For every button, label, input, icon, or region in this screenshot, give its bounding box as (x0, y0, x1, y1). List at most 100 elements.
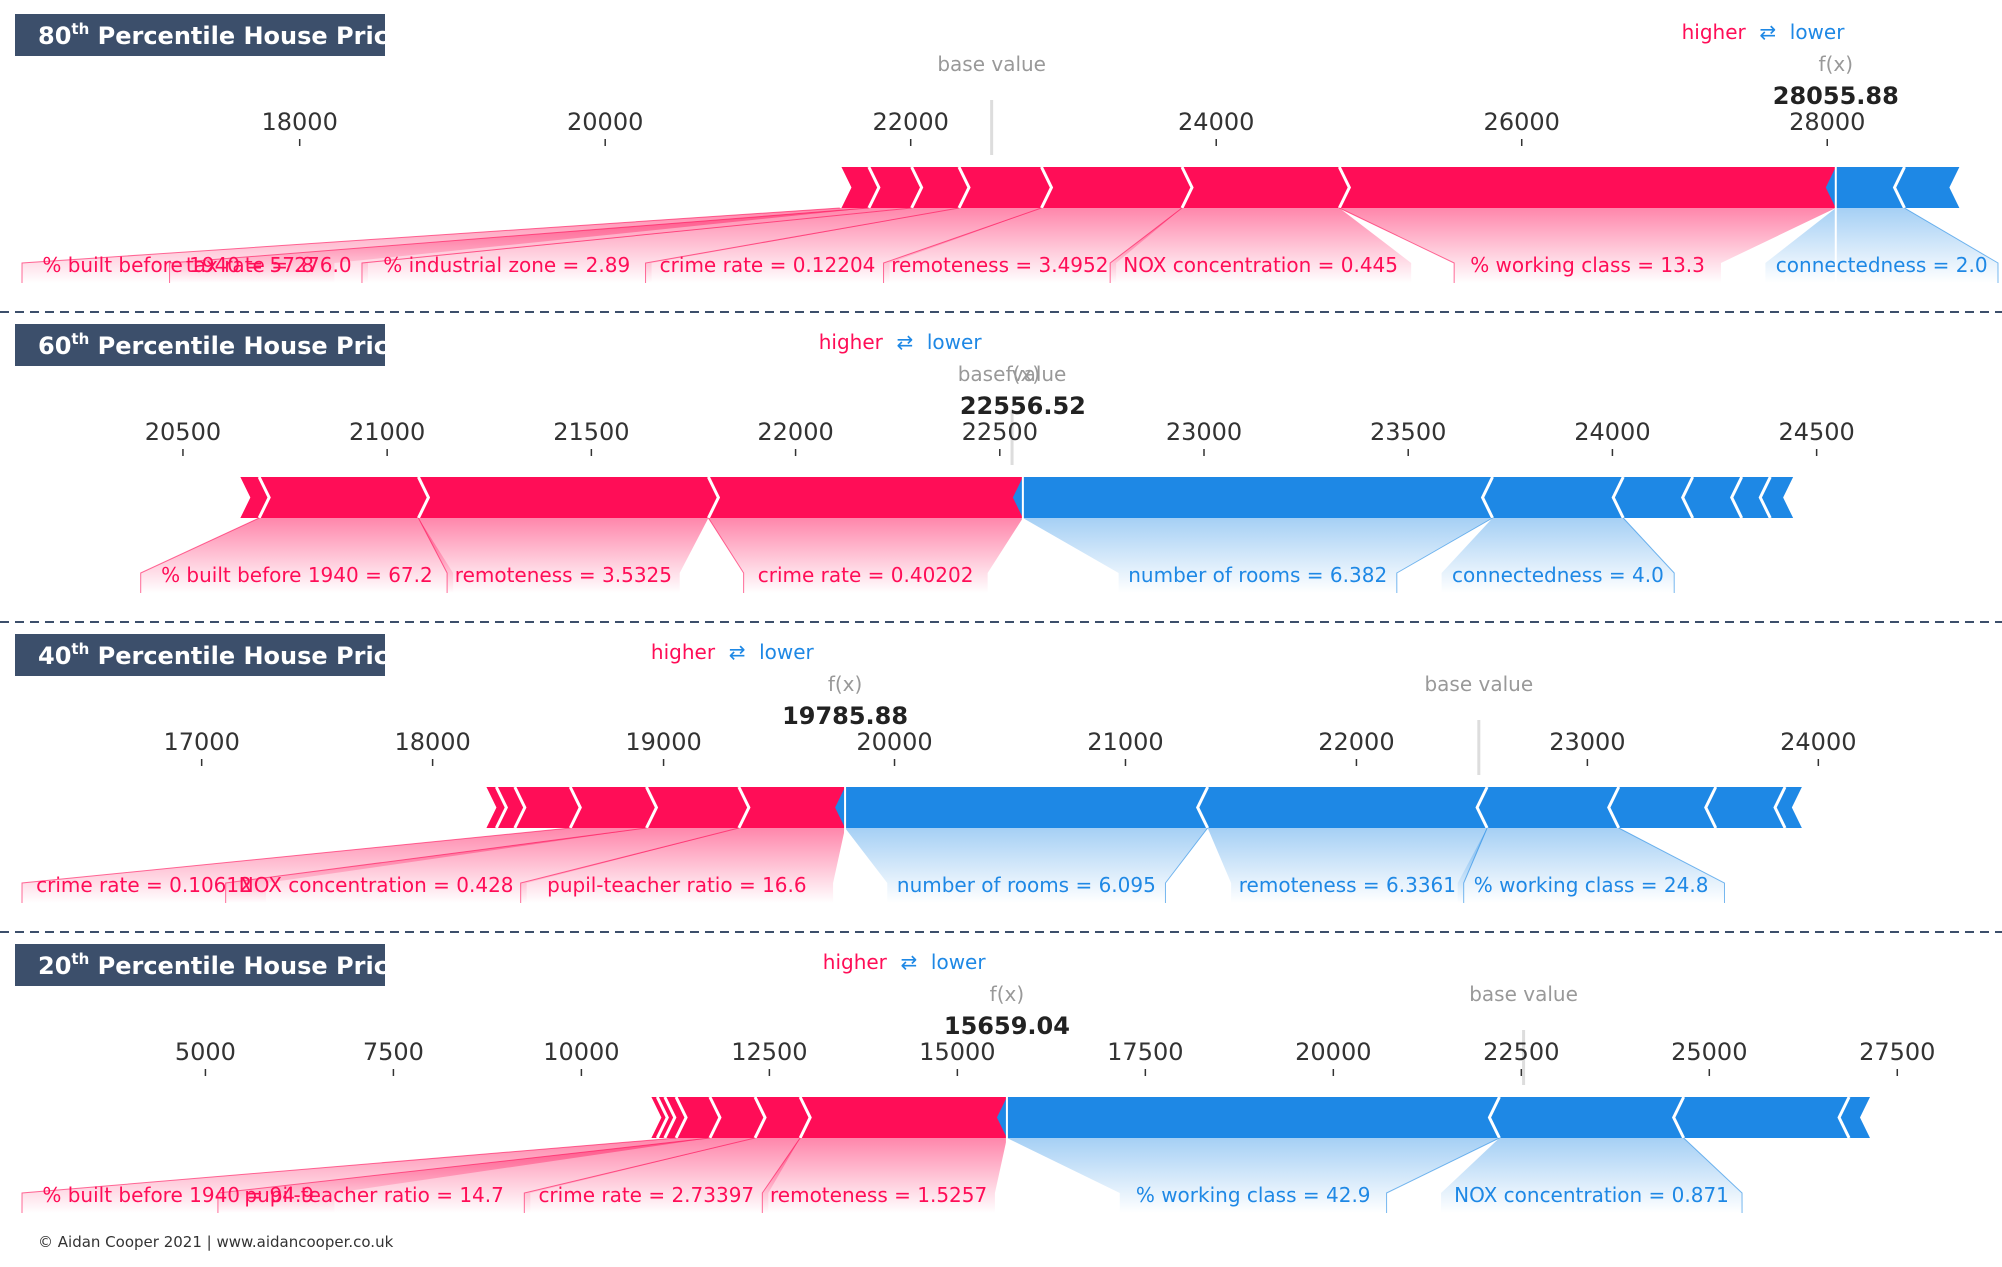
bar-chevron (1040, 166, 1054, 209)
negative-feature-label: remoteness = 6.3361 (1239, 873, 1456, 897)
positive-feature-label: pupil-teacher ratio = 16.6 (547, 873, 806, 897)
positive-feature-label: crime rate = 2.73397 (538, 1183, 754, 1207)
panel-title: 20th Percentile House Price (38, 950, 404, 980)
bar-chevron (645, 786, 659, 829)
positive-force-bar (1041, 167, 1192, 208)
bar-chevron (910, 166, 924, 209)
positive-feature-connector (645, 208, 1042, 283)
positive-feature-label: % built before 1940 = 67.2 (161, 563, 433, 587)
connector-line (1622, 517, 1675, 593)
positive-force-bar (800, 1097, 1017, 1138)
positive-feature-connector (22, 828, 647, 903)
positive-force-bar (708, 477, 1033, 518)
negative-feature-label: % working class = 42.9 (1136, 1183, 1371, 1207)
positive-feature-connector (883, 208, 1182, 283)
negative-force-bar (1682, 477, 1742, 518)
positive-feature-label: remoteness = 1.5257 (770, 1183, 987, 1207)
positive-feature-connector (225, 828, 739, 903)
bar-chevron (1773, 786, 1787, 829)
negative-force-bar (1775, 787, 1804, 828)
negative-force-bar (1608, 787, 1716, 828)
positive-feature-connector (217, 1138, 756, 1213)
positive-feature-label: % built before 1940 = 57.8 (42, 253, 314, 277)
axis-tick-label: 12500 (731, 1038, 807, 1066)
bar-chevron (1337, 166, 1351, 209)
connector-line (140, 517, 260, 593)
title-rest: Percentile House Price (89, 642, 404, 670)
connector-line (21, 207, 840, 283)
base-value-label: base value (1424, 672, 1533, 696)
negative-force-bar (1482, 477, 1624, 518)
negative-force-bar (1839, 1097, 1872, 1138)
axis-tick-label: 23000 (1166, 418, 1242, 446)
legend-higher: higher (1682, 20, 1747, 44)
axis-tick-label: 23000 (1549, 728, 1625, 756)
axis-tick-label: 7500 (363, 1038, 424, 1066)
negative-force-bar (1673, 1097, 1850, 1138)
positive-force-bar (649, 1097, 668, 1138)
bar-chevron (1487, 1096, 1501, 1139)
positive-force-bar (755, 1097, 811, 1138)
title-suffix: th (71, 20, 89, 38)
negative-feature-label: number of rooms = 6.382 (1128, 563, 1387, 587)
positive-force-bar (646, 787, 749, 828)
positive-feature-label: % built before 1940 = 94.9 (42, 1183, 314, 1207)
legend-lower: lower (931, 950, 986, 974)
bar-chevron (568, 786, 582, 829)
positive-feature-connector (708, 518, 1023, 593)
axis-tick-label: 24000 (1780, 728, 1856, 756)
axis-tick-label: 25000 (1671, 1038, 1747, 1066)
legend-higher: higher (823, 950, 888, 974)
bar-chevron (1480, 476, 1494, 519)
base-value-label: base value (958, 362, 1067, 386)
positive-feature-label: crime rate = 0.40202 (758, 563, 974, 587)
negative-force-bar (1012, 477, 1493, 518)
fx-value: 15659.04 (944, 1012, 1070, 1040)
negative-force-bar (1760, 477, 1795, 518)
positive-feature-connector (1110, 208, 1412, 283)
title-rest: Percentile House Price (89, 952, 404, 980)
bar-chevron (1837, 1096, 1851, 1139)
legend-lower: lower (1790, 20, 1845, 44)
bar-chevron (1611, 476, 1625, 519)
positive-feature-connector (524, 1138, 801, 1213)
axis-tick-label: 19000 (625, 728, 701, 756)
fx-value: 19785.88 (782, 702, 908, 730)
connector-line (1386, 1137, 1500, 1213)
bar-chevron (1949, 166, 1963, 209)
bar-chevron (1671, 1096, 1686, 1139)
bar-chevron (957, 166, 971, 209)
title-ordinal: 40 (38, 642, 71, 670)
legend-higher: higher (651, 640, 716, 664)
positive-force-bar (570, 787, 657, 828)
connector-line (1683, 1137, 1743, 1213)
positive-feature-label: % working class = 13.3 (1470, 253, 1705, 277)
legend-higher: higher (819, 330, 884, 354)
title-suffix: th (71, 950, 89, 968)
axis-tick-label: 24500 (1778, 418, 1854, 446)
axis-tick-label: 17500 (1107, 1038, 1183, 1066)
positive-feature-connector (762, 1138, 1007, 1213)
bar-chevron (1892, 166, 1906, 209)
bar-chevron (1607, 786, 1621, 829)
axis-tick-label: 15000 (919, 1038, 995, 1066)
title-ordinal: 80 (38, 22, 71, 50)
legend-lower: lower (927, 330, 982, 354)
bar-chevron (1783, 476, 1797, 519)
axis-tick-label: 22500 (962, 418, 1038, 446)
title-ordinal: 60 (38, 332, 71, 360)
connector-line (1164, 827, 1209, 903)
bar-chevron (1730, 476, 1744, 519)
bar-chevron (798, 1096, 812, 1139)
legend-lower: lower (759, 640, 814, 664)
connector-line (1618, 827, 1725, 903)
negative-force-bar (1613, 477, 1693, 518)
axis-tick-label: 20500 (145, 418, 221, 446)
negative-feature-connector (1441, 518, 1675, 593)
axis-tick-label: 26000 (1484, 108, 1560, 136)
bar-chevron (513, 786, 527, 829)
title-rest: Percentile House Price (89, 332, 404, 360)
positive-feature-connector (169, 208, 912, 283)
positive-force-bar (911, 167, 969, 208)
